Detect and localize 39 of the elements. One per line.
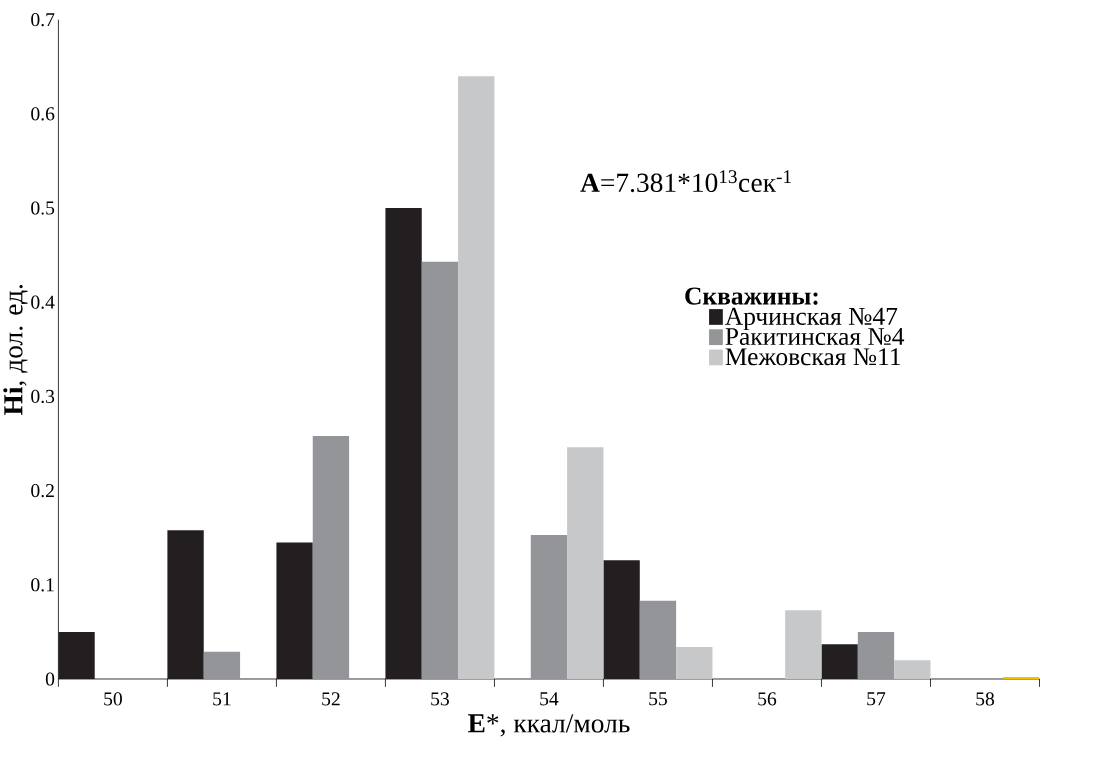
x-tick-label: 57 [867, 692, 886, 706]
bar [785, 610, 822, 680]
y-tick-label: 0.3 [31, 389, 55, 404]
bar [167, 530, 204, 680]
annotation: A=7.381*10$^{13}$сек$^{-1}$ [580, 170, 791, 193]
bar [421, 261, 459, 680]
x-tick-label: 56 [758, 692, 777, 706]
bar [639, 601, 677, 680]
y-tick-label: 0.2 [31, 484, 54, 498]
bar [58, 632, 95, 680]
legend-label: Межовская №11 [725, 348, 901, 366]
y-tick-label: 0 [45, 672, 55, 686]
y-tick-label: 0.7 [31, 13, 55, 27]
bar [894, 660, 931, 680]
x-tick-label: 58 [976, 692, 995, 706]
bar [203, 651, 241, 680]
bar [821, 644, 858, 680]
bar [603, 560, 640, 680]
y-tick-label: 0.1 [31, 578, 54, 592]
x-tick-label: 52 [322, 692, 340, 706]
x-tick-label: 50 [104, 692, 122, 706]
y-tick-label: 0.4 [31, 295, 55, 310]
legend-title: Скважины: [685, 287, 818, 305]
x-tick-label: 53 [431, 692, 449, 706]
bar [458, 76, 495, 680]
x-tick-label: 55 [649, 692, 667, 706]
y-axis-title: Hi, дол. ед. [3, 285, 28, 416]
y-tick-label: 0.6 [31, 107, 55, 121]
x-tick-label: 54 [540, 692, 559, 706]
x-axis-title: E*, ккал/моль [468, 714, 630, 737]
bar [676, 647, 713, 680]
y-tick-label: 0.5 [31, 201, 55, 215]
bar [530, 535, 568, 680]
bar [312, 436, 350, 680]
bar [857, 632, 895, 680]
x-tick-label: 51 [213, 692, 231, 706]
bar [276, 542, 313, 680]
bar [385, 208, 422, 680]
bar [567, 447, 604, 680]
